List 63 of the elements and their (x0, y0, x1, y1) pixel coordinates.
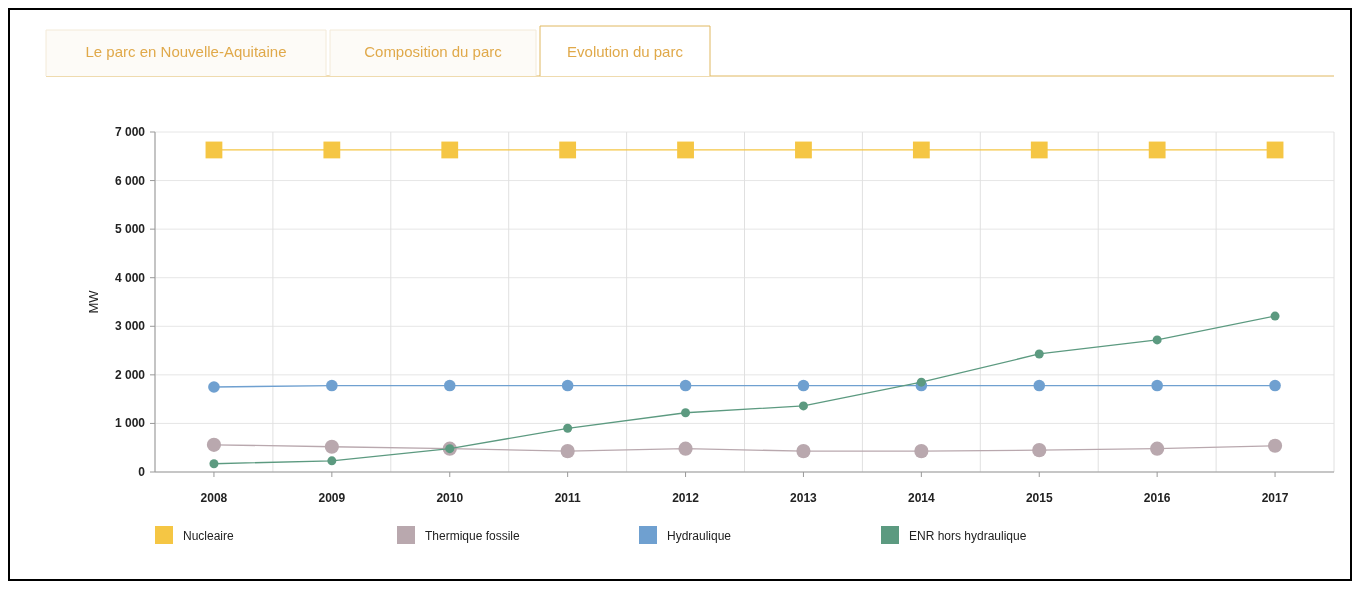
point (678, 441, 693, 456)
legend-label: ENR hors hydraulique (909, 529, 1027, 543)
point (559, 141, 577, 159)
point (1151, 379, 1163, 392)
point (916, 377, 926, 387)
text: Le parc en Nouvelle-Aquitaine (85, 43, 287, 60)
point (323, 141, 341, 159)
point (798, 401, 808, 411)
x-tick-label: 2015 (1025, 491, 1053, 505)
point (1030, 141, 1048, 159)
point (327, 456, 337, 466)
y-tick-label: 1 000 (114, 416, 146, 431)
legend-label: Hydraulique (667, 529, 732, 543)
y-tick-label: 7 000 (114, 125, 146, 139)
x-tick-label: 2010 (436, 491, 464, 505)
point (560, 444, 575, 459)
point (912, 141, 930, 159)
y-axis-title: MW (86, 289, 101, 314)
point (208, 381, 220, 393)
point (206, 437, 222, 452)
x-tick-label: 2012 (672, 491, 700, 505)
point (324, 439, 339, 454)
x-tick-label: 2014 (908, 491, 936, 505)
point (1034, 349, 1044, 359)
point (209, 459, 219, 469)
point (1032, 443, 1047, 458)
legend-label: Thermique fossile (425, 529, 521, 543)
x-tick-label: 2016 (1143, 491, 1171, 505)
legend-label: Nucleaire (183, 529, 235, 543)
text: Evolution du parc (567, 43, 684, 60)
x-tick-label: 2017 (1261, 491, 1289, 505)
point (1266, 141, 1284, 159)
y-tick-label: 0 (138, 465, 146, 479)
point (681, 408, 691, 418)
point (796, 444, 811, 459)
point (914, 444, 929, 459)
x-tick-label: 2009 (318, 491, 346, 505)
point (795, 141, 812, 159)
text: Composition du parc (364, 43, 503, 60)
y-tick-label: 5 000 (114, 222, 146, 237)
x-tick-label: 2008 (200, 491, 228, 505)
point (326, 379, 338, 392)
point (443, 379, 456, 392)
y-tick-label: 4 000 (114, 270, 146, 285)
point (1152, 335, 1162, 345)
x-tick-label: 2013 (790, 491, 818, 505)
point (797, 379, 810, 392)
point (561, 379, 574, 392)
y-tick-label: 3 000 (114, 319, 146, 334)
y-tick-label: 2 000 (114, 367, 146, 382)
point (1270, 311, 1280, 321)
point (1267, 438, 1283, 453)
point (1150, 441, 1165, 456)
point (1269, 379, 1281, 392)
point (677, 141, 694, 159)
y-tick-label: 6 000 (114, 173, 146, 188)
point (1033, 379, 1046, 392)
point (1148, 141, 1166, 159)
x-tick-label: 2011 (554, 491, 581, 505)
point (441, 141, 459, 159)
point (679, 379, 692, 392)
point (205, 141, 223, 159)
point (563, 423, 573, 433)
